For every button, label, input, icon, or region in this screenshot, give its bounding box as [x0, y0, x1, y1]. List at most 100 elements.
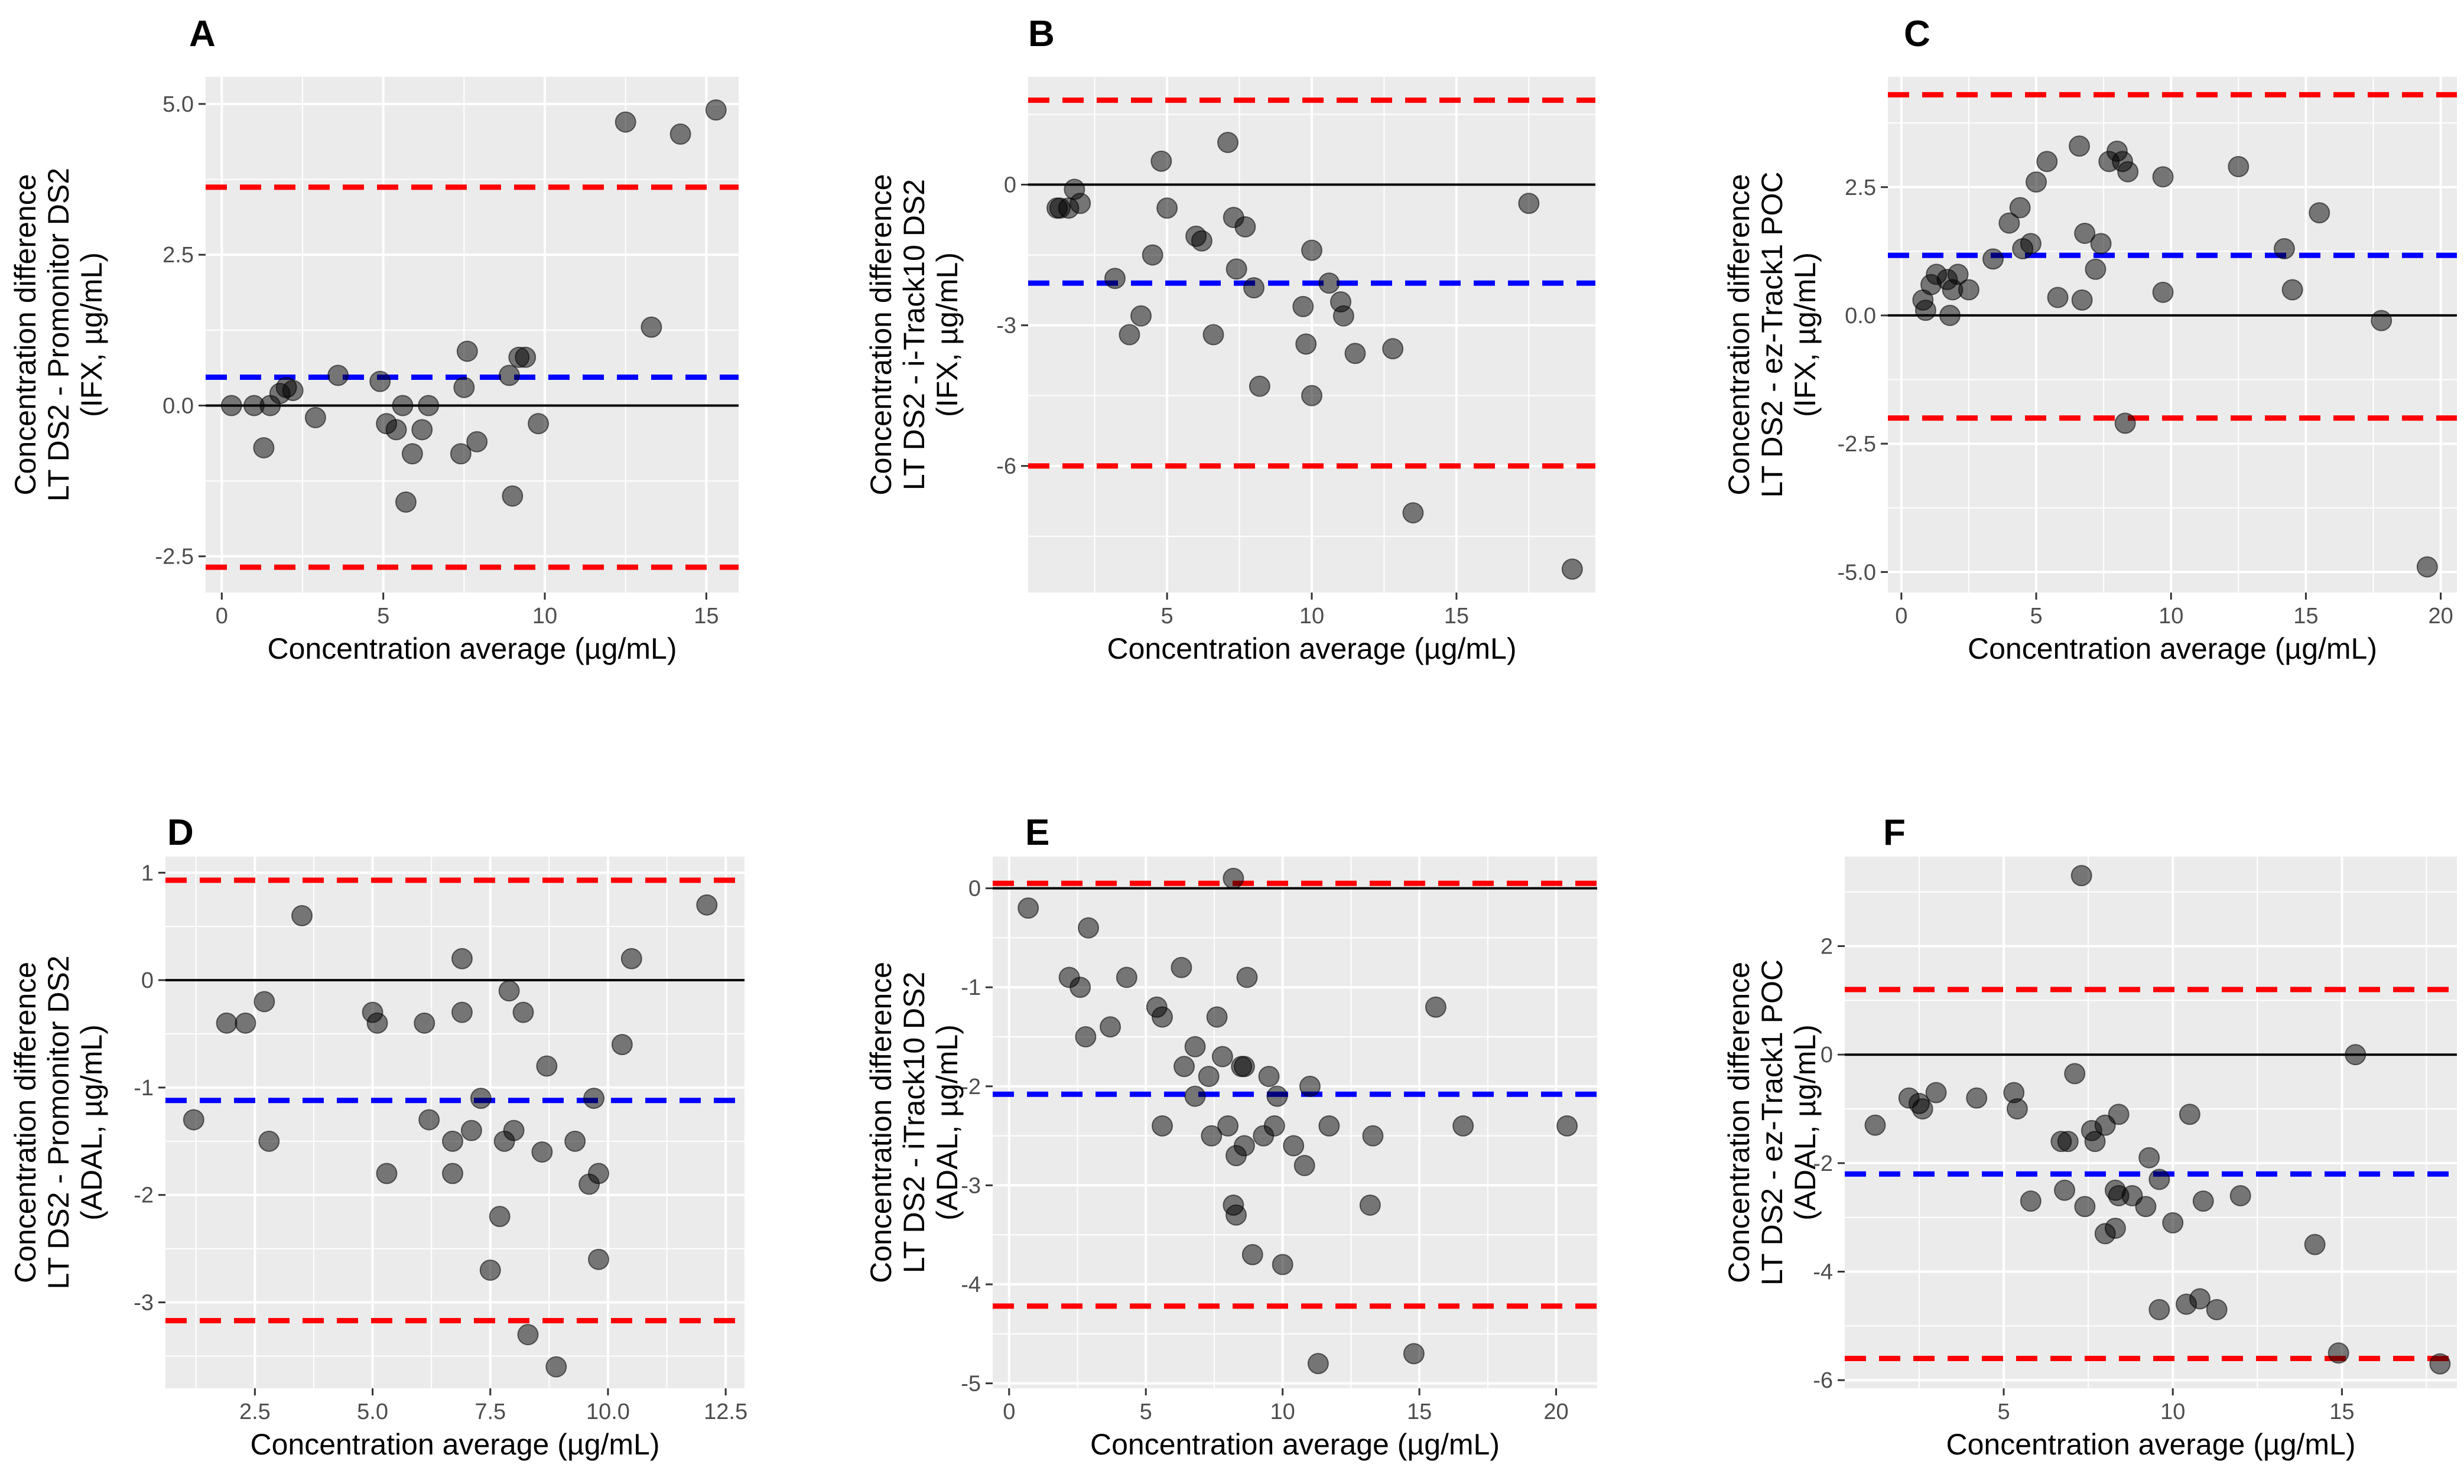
data-point	[418, 395, 440, 416]
x-tick-label: 0	[1003, 1400, 1015, 1424]
data-point	[2192, 1190, 2214, 1212]
panel-letter: B	[1028, 14, 1055, 54]
data-point	[502, 485, 524, 507]
y-tick-label: 0	[141, 968, 154, 993]
data-point	[588, 1163, 610, 1184]
x-axis-title: Concentration average (µg/mL)	[1090, 1428, 1500, 1461]
data-point	[1104, 268, 1126, 289]
data-point	[2152, 166, 2174, 188]
y-axis-title-line: LT DS2 - ez-Track1 POC	[1756, 172, 1789, 498]
data-point	[2281, 279, 2303, 301]
data-point	[2148, 1298, 2170, 1320]
data-point	[1236, 966, 1258, 988]
data-point	[1982, 248, 2004, 270]
data-point	[414, 1012, 435, 1034]
data-point	[2104, 1218, 2126, 1239]
data-point	[641, 316, 662, 338]
data-point	[2036, 151, 2058, 173]
panel-a: 0 5 10 15 -2.5 0.0 2.5 5.0 Concentration average…	[9, 14, 739, 665]
data-point	[2071, 289, 2093, 311]
x-axis-title: Concentration average (µg/mL)	[1107, 632, 1516, 665]
data-point	[2135, 1196, 2157, 1218]
y-axis-title-line: (IFX, µg/mL)	[75, 252, 108, 417]
data-point	[588, 1248, 610, 1270]
y-tick-label: -1	[961, 975, 981, 1000]
x-tick-label: 5	[1161, 604, 1174, 629]
data-point	[1295, 333, 1317, 355]
data-point	[2085, 258, 2107, 280]
data-point	[2064, 1063, 2086, 1085]
y-tick-label: 0	[1004, 173, 1016, 198]
data-point	[1359, 1194, 1381, 1216]
x-tick-label: 15	[1407, 1400, 1432, 1424]
x-tick-label: 5	[1997, 1400, 2010, 1424]
data-point	[450, 443, 472, 465]
data-point	[1100, 1016, 1122, 1038]
data-point	[2304, 1234, 2326, 1255]
data-point	[1293, 1154, 1315, 1176]
data-point	[442, 1163, 464, 1184]
data-point	[1206, 1006, 1228, 1028]
data-point	[2179, 1104, 2200, 1125]
x-tick-label: 12.5	[704, 1400, 747, 1424]
data-point	[1266, 1085, 1288, 1107]
x-tick-label: 10	[532, 604, 557, 629]
data-point	[1174, 1056, 1195, 1078]
x-tick-label: 15	[694, 604, 719, 629]
data-point	[411, 419, 433, 441]
data-point	[2020, 233, 2042, 255]
plot-background	[165, 857, 745, 1388]
data-point	[2020, 1190, 2042, 1212]
y-tick-label: -1	[134, 1076, 154, 1101]
data-point	[1307, 1353, 1329, 1375]
panel-e: 0 5 10 15 20 -5 -4 -3 -2 -1 0 Concentration average…	[864, 812, 1597, 1461]
data-point	[2429, 1353, 2451, 1375]
data-point	[696, 894, 718, 916]
data-point	[564, 1130, 586, 1152]
data-point	[466, 431, 488, 453]
data-point	[515, 346, 537, 368]
data-point	[1171, 956, 1192, 978]
x-tick-label: 0	[216, 604, 228, 629]
data-point	[470, 1088, 492, 1109]
data-point	[291, 905, 313, 926]
x-tick-label: 10	[2160, 1400, 2185, 1424]
data-point	[2138, 1147, 2160, 1169]
data-point	[1156, 197, 1178, 219]
data-point	[2026, 171, 2047, 193]
data-point	[1249, 375, 1270, 397]
data-point	[2148, 1169, 2170, 1190]
y-tick-label: -3	[961, 1173, 981, 1198]
data-point	[498, 980, 520, 1002]
y-tick-label: -5	[961, 1372, 981, 1397]
y-tick-label: -6	[996, 454, 1016, 479]
data-point	[1301, 385, 1322, 406]
data-point	[2114, 412, 2136, 434]
data-point	[2108, 1104, 2130, 1125]
panel-f: 5 10 15 -6 -4 -2 0 2 Concentration average (µg/m…	[1722, 812, 2457, 1461]
data-point	[1184, 1085, 1206, 1107]
data-point	[2189, 1288, 2211, 1310]
y-axis-title-line: LT DS2 - Promonitor DS2	[42, 955, 75, 1289]
data-point	[1362, 1125, 1384, 1147]
x-tick-label: 10.0	[586, 1400, 630, 1424]
y-axis-title-line: LT DS2 - Promonitor DS2	[42, 168, 75, 502]
data-point	[1243, 277, 1265, 299]
data-point	[2152, 281, 2174, 303]
data-point	[1299, 1075, 1321, 1097]
y-axis-title-line: (IFX, µg/mL)	[1789, 252, 1822, 417]
data-point	[2117, 161, 2139, 183]
y-tick-label: 0	[968, 877, 981, 902]
data-point	[392, 395, 414, 416]
data-point	[2229, 1184, 2251, 1206]
data-point	[2206, 1298, 2228, 1320]
data-point	[1403, 1343, 1425, 1365]
x-tick-label: 7.5	[474, 1400, 506, 1424]
data-point	[235, 1012, 256, 1034]
data-point	[1263, 1115, 1285, 1137]
y-axis-title-line: (ADAL, µg/mL)	[1789, 1024, 1822, 1221]
panel-d: 2.5 5.0 7.5 10.0 12.5 -3 -2 -1 0 1 Concentration a…	[9, 812, 747, 1461]
data-point	[1198, 1066, 1220, 1088]
y-tick-label: -2.5	[155, 545, 194, 569]
data-point	[1201, 1125, 1223, 1147]
